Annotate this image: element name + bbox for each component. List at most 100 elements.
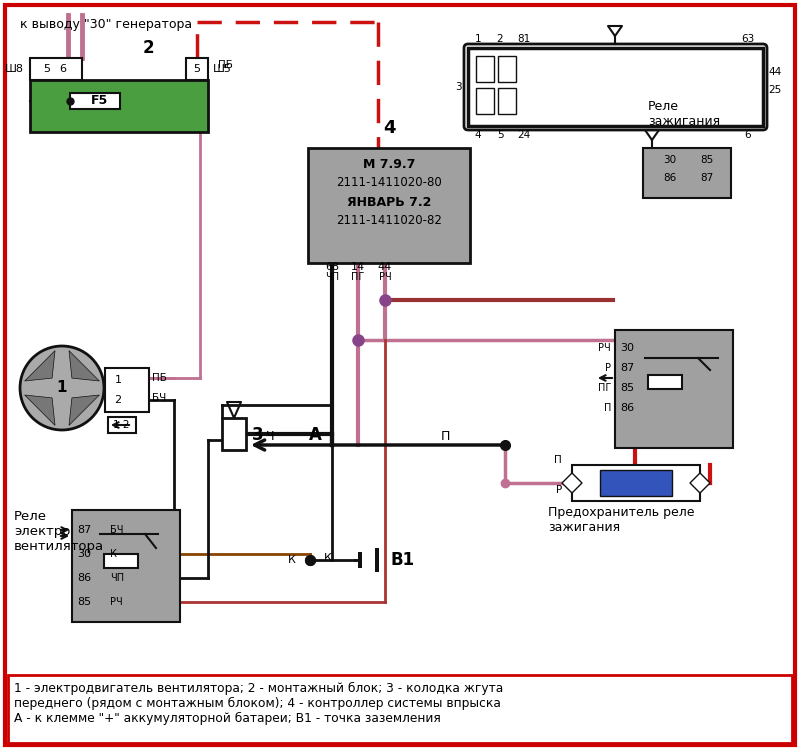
- Text: ПБ: ПБ: [218, 60, 233, 70]
- Text: 86: 86: [77, 573, 91, 583]
- Text: 25: 25: [768, 85, 782, 95]
- Bar: [476, 56, 494, 82]
- Text: 1 - электродвигатель вентилятора; 2 - монтажный блок; 3 - колодка жгута
переднег: 1 - электродвигатель вентилятора; 2 - мо…: [14, 682, 503, 725]
- Polygon shape: [69, 351, 99, 381]
- Text: Ш8: Ш8: [5, 64, 24, 74]
- Text: Р: Р: [605, 363, 611, 373]
- Text: 85: 85: [77, 597, 91, 607]
- Text: П: П: [440, 430, 450, 442]
- Text: 2111-1411020-80: 2111-1411020-80: [336, 176, 442, 188]
- Text: БЧ: БЧ: [152, 393, 166, 403]
- Text: 85: 85: [700, 155, 714, 165]
- Text: 5: 5: [194, 64, 201, 74]
- Text: 5: 5: [43, 64, 50, 74]
- Text: 2: 2: [142, 39, 154, 57]
- Text: 81: 81: [518, 34, 530, 44]
- Text: 87: 87: [700, 173, 714, 183]
- Text: 30: 30: [620, 343, 634, 353]
- Bar: [375, 548, 379, 572]
- Polygon shape: [562, 473, 582, 493]
- Text: 6: 6: [59, 64, 66, 74]
- Text: ПГ: ПГ: [598, 383, 611, 393]
- Text: Реле
зажигания: Реле зажигания: [648, 100, 720, 128]
- Text: 2: 2: [114, 395, 122, 405]
- Text: 87: 87: [77, 525, 91, 535]
- Text: ПБ: ПБ: [152, 373, 167, 383]
- Bar: [643, 148, 731, 198]
- Bar: [30, 58, 82, 80]
- Text: F5: F5: [91, 94, 109, 106]
- Text: 86: 86: [620, 403, 634, 413]
- Text: 2111-1411020-82: 2111-1411020-82: [336, 214, 442, 226]
- Text: П: П: [554, 455, 562, 465]
- Text: 6: 6: [745, 130, 751, 140]
- Polygon shape: [25, 351, 55, 381]
- Text: РЧ: РЧ: [598, 343, 611, 353]
- Text: 2: 2: [497, 34, 503, 44]
- Text: 1 2: 1 2: [113, 420, 130, 430]
- Text: ЧП: ЧП: [110, 573, 124, 583]
- Text: 14: 14: [351, 262, 365, 272]
- Text: 44: 44: [768, 67, 782, 77]
- Text: К: К: [110, 549, 117, 559]
- Text: К: К: [288, 555, 296, 565]
- Bar: [186, 58, 208, 80]
- Text: 87: 87: [620, 363, 634, 373]
- Text: 63: 63: [742, 34, 754, 44]
- Bar: [222, 418, 246, 450]
- Text: 1: 1: [474, 34, 482, 44]
- Text: БЧ: БЧ: [110, 525, 123, 535]
- Text: ПГ: ПГ: [351, 272, 365, 282]
- Bar: [105, 368, 149, 412]
- Bar: [648, 375, 682, 389]
- Text: Ч: Ч: [266, 430, 274, 442]
- Text: 30: 30: [77, 549, 91, 559]
- Text: К: К: [324, 553, 332, 563]
- Polygon shape: [25, 395, 55, 425]
- Text: Предохранитель реле
зажигания: Предохранитель реле зажигания: [548, 506, 694, 534]
- Text: 1: 1: [114, 375, 122, 385]
- Text: 3: 3: [455, 82, 462, 92]
- Text: Реле
электро
вентилятора: Реле электро вентилятора: [14, 510, 104, 553]
- Text: 85: 85: [620, 383, 634, 393]
- Bar: [498, 88, 516, 114]
- Bar: [30, 80, 208, 132]
- Text: П: П: [604, 403, 611, 413]
- Bar: [8, 675, 792, 743]
- Text: к выводу "30" генератора: к выводу "30" генератора: [20, 18, 192, 31]
- Bar: [476, 88, 494, 114]
- Text: ЯНВАРЬ 7.2: ЯНВАРЬ 7.2: [347, 196, 431, 209]
- Polygon shape: [690, 473, 710, 493]
- Text: 4: 4: [382, 119, 395, 137]
- Text: Ш5: Ш5: [213, 64, 232, 74]
- Text: 24: 24: [518, 130, 530, 140]
- Circle shape: [20, 346, 104, 430]
- Text: РЧ: РЧ: [378, 272, 391, 282]
- Text: 30: 30: [663, 155, 676, 165]
- Bar: [108, 417, 136, 433]
- Bar: [358, 552, 362, 568]
- Text: Р: Р: [556, 485, 562, 495]
- Bar: [70, 93, 120, 109]
- Text: РЧ: РЧ: [110, 597, 122, 607]
- Text: 44: 44: [378, 262, 392, 272]
- Bar: [498, 56, 516, 82]
- Text: ЧП: ЧП: [325, 272, 339, 282]
- Bar: [615, 330, 733, 448]
- Bar: [468, 48, 763, 126]
- Text: 5: 5: [497, 130, 503, 140]
- Text: М 7.9.7: М 7.9.7: [363, 158, 415, 172]
- Bar: [72, 510, 180, 622]
- Text: 86: 86: [663, 173, 676, 183]
- Text: А: А: [309, 426, 322, 444]
- Bar: [572, 465, 700, 501]
- Polygon shape: [69, 395, 99, 425]
- Text: 4: 4: [474, 130, 482, 140]
- Bar: [308, 148, 470, 263]
- Bar: [104, 554, 138, 568]
- Text: 3: 3: [252, 426, 264, 444]
- Bar: [600, 470, 672, 496]
- Text: 68: 68: [325, 262, 339, 272]
- Text: В1: В1: [390, 551, 414, 569]
- Text: 1: 1: [57, 380, 67, 395]
